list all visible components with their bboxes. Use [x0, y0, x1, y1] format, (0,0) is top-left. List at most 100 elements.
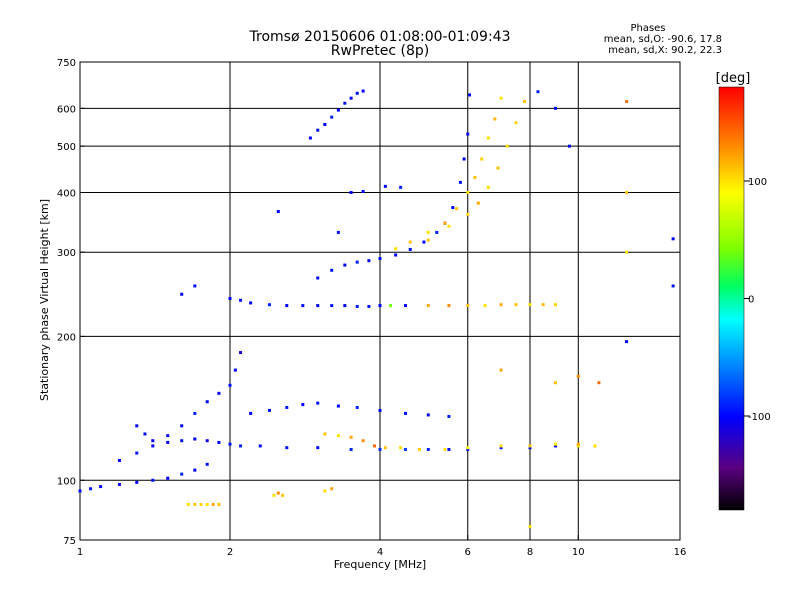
data-point — [378, 408, 382, 412]
data-point — [367, 304, 371, 308]
data-point — [239, 298, 243, 302]
data-point — [499, 444, 503, 448]
data-point — [276, 491, 280, 495]
data-point — [466, 446, 470, 450]
data-point — [151, 439, 155, 443]
data-point — [553, 381, 557, 385]
data-point — [378, 447, 382, 451]
data-point — [323, 432, 327, 436]
data-point — [422, 240, 426, 244]
y-tick-label: 750 — [57, 58, 76, 69]
x-tick-label: 6 — [465, 547, 471, 558]
data-point — [349, 96, 353, 100]
y-tick-label: 100 — [57, 476, 76, 487]
data-point — [541, 303, 545, 307]
data-point — [276, 210, 280, 214]
data-point — [553, 106, 557, 110]
data-point — [447, 304, 451, 308]
data-point — [228, 442, 232, 446]
y-tick-label: 500 — [57, 142, 76, 153]
x-tick-label: 16 — [674, 547, 687, 558]
data-point — [426, 230, 430, 234]
data-point — [336, 230, 340, 234]
data-point — [567, 144, 571, 148]
data-point — [483, 304, 487, 308]
colorbar-tick-label: 0 — [748, 295, 754, 306]
data-point — [493, 117, 497, 121]
data-point — [389, 304, 393, 308]
data-point — [447, 447, 451, 451]
data-point — [349, 447, 353, 451]
data-point — [553, 444, 557, 448]
data-point — [99, 485, 103, 489]
data-point — [249, 411, 253, 415]
data-point — [499, 368, 503, 372]
x-axis-ticks: 1 2 4 6 8 10 16 — [77, 535, 687, 558]
data-point — [383, 446, 387, 450]
data-point — [373, 444, 377, 448]
data-point — [249, 301, 253, 305]
data-point — [528, 525, 532, 529]
data-point — [528, 303, 532, 307]
data-point — [462, 157, 466, 161]
data-point — [417, 447, 421, 451]
data-point — [671, 284, 675, 288]
data-point — [399, 446, 403, 450]
colorbar-tick-label: 100 — [748, 177, 767, 188]
data-point — [285, 446, 289, 450]
data-point — [486, 136, 490, 140]
data-point — [272, 493, 276, 497]
data-point — [117, 482, 121, 486]
data-point — [528, 444, 532, 448]
data-point — [394, 247, 398, 251]
data-point — [180, 424, 184, 428]
data-point — [403, 304, 407, 308]
data-point — [301, 403, 305, 407]
x-tick-label: 8 — [527, 547, 533, 558]
data-point — [458, 180, 462, 184]
data-point — [228, 383, 232, 387]
data-point — [316, 401, 320, 405]
data-point — [553, 442, 557, 446]
data-point — [330, 268, 334, 272]
data-point — [135, 480, 139, 484]
data-point — [135, 451, 139, 455]
plot-area: 1 2 4 6 8 10 16 75 100 200 300 400 500 600 750 — [57, 58, 686, 558]
data-point — [186, 502, 190, 506]
data-point — [193, 284, 197, 288]
data-point — [426, 413, 430, 417]
colorbar-tick-label: -100 — [748, 412, 771, 423]
data-point — [316, 128, 320, 132]
data-point — [514, 303, 518, 307]
data-point — [466, 212, 470, 216]
colorbar: [deg] 100 0 -100 — [716, 71, 771, 511]
data-point — [597, 381, 601, 385]
data-point — [180, 292, 184, 296]
data-point — [166, 476, 170, 480]
data-point — [117, 458, 121, 462]
colorbar-ticks: 100 0 -100 — [744, 177, 771, 423]
chart-title: Tromsø 20150606 01:08:00-01:09:43 — [249, 29, 511, 45]
data-point — [553, 303, 557, 307]
x-tick-label: 1 — [77, 547, 83, 558]
data-point — [211, 502, 215, 506]
data-point — [355, 91, 359, 95]
data-point — [625, 190, 629, 194]
colorbar-label: [deg] — [716, 71, 751, 86]
data-point — [323, 489, 327, 493]
y-axis-label: Stationary phase Virtual Height [km] — [38, 199, 51, 401]
x-tick-label: 2 — [227, 547, 233, 558]
data-point — [151, 478, 155, 482]
data-point — [89, 487, 93, 491]
data-points — [78, 89, 675, 529]
x-axis-label: Frequency [MHz] — [334, 558, 426, 571]
data-point — [505, 144, 509, 148]
data-point — [135, 424, 139, 428]
data-point — [217, 502, 221, 506]
data-point — [233, 368, 237, 372]
data-point — [267, 408, 271, 412]
data-point — [361, 89, 365, 93]
data-point — [514, 121, 518, 125]
data-point — [193, 468, 197, 472]
data-point — [466, 447, 470, 451]
